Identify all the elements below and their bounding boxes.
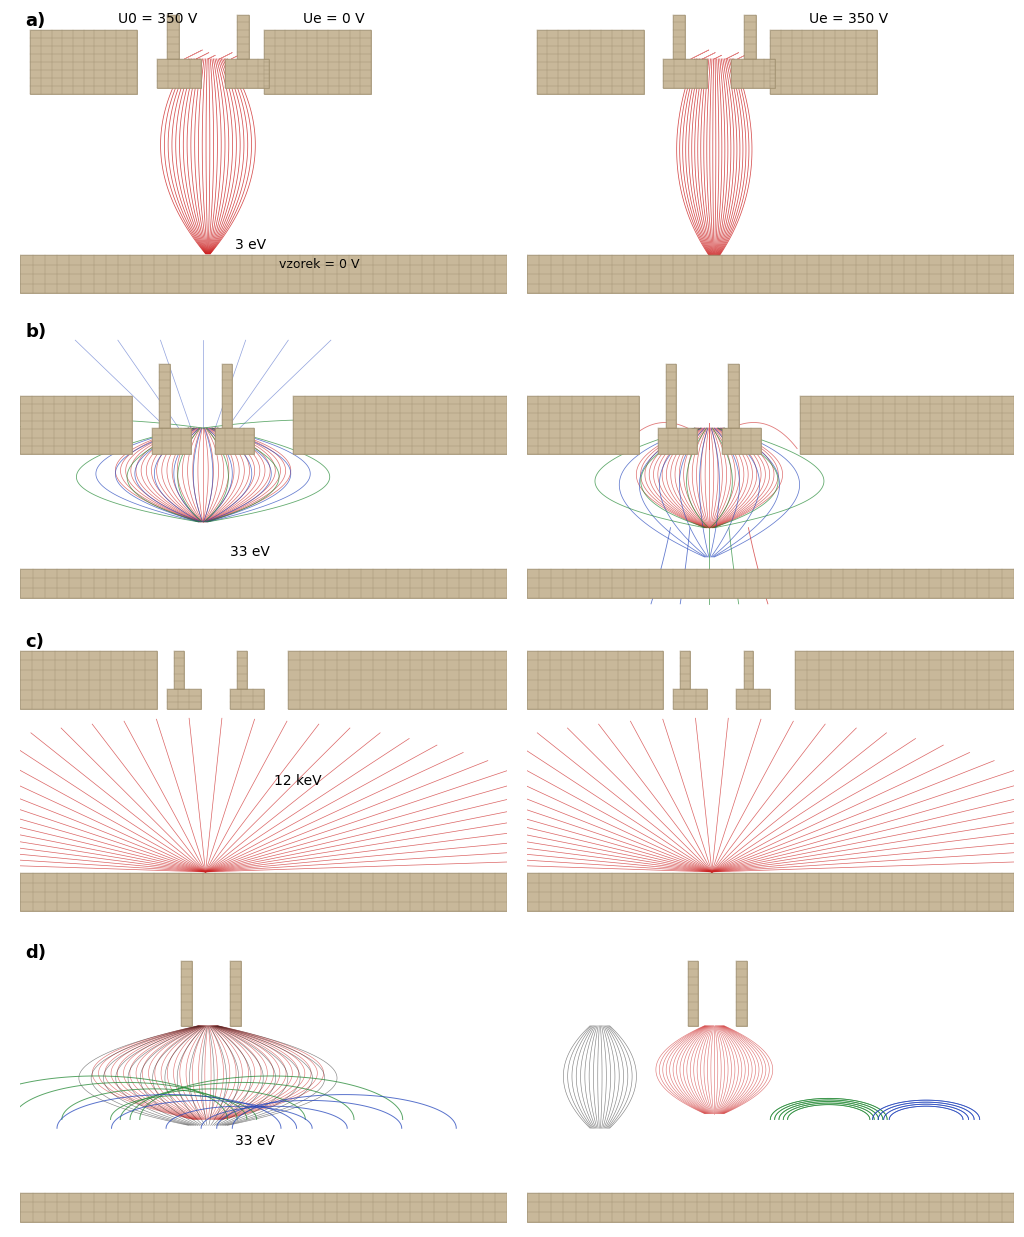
Bar — [527, 255, 1014, 293]
Bar — [527, 396, 639, 454]
Text: 33 eV: 33 eV — [229, 546, 269, 559]
Bar — [20, 396, 132, 454]
Text: vzorek = 0 V: vzorek = 0 V — [279, 259, 359, 271]
Bar — [20, 569, 507, 597]
Text: d): d) — [26, 944, 46, 961]
Bar — [673, 689, 707, 709]
Bar — [167, 15, 179, 59]
Bar — [20, 1192, 507, 1222]
Bar — [152, 428, 190, 454]
Bar — [181, 961, 191, 1025]
Bar — [537, 30, 644, 94]
Bar — [264, 30, 371, 94]
Bar — [743, 15, 756, 59]
Bar — [225, 59, 268, 88]
Bar — [728, 364, 738, 428]
Text: Ue = 0 V: Ue = 0 V — [303, 12, 365, 26]
Text: U0 = 350 V: U0 = 350 V — [118, 12, 198, 26]
Text: a): a) — [26, 12, 46, 30]
Bar — [666, 364, 676, 428]
Bar — [31, 30, 137, 94]
Bar — [167, 689, 201, 709]
Text: b): b) — [26, 323, 46, 340]
Text: 12 keV: 12 keV — [273, 774, 322, 788]
Bar — [527, 651, 664, 709]
Bar — [527, 1192, 1014, 1222]
Bar — [215, 428, 254, 454]
Bar — [221, 364, 232, 428]
Bar — [731, 59, 775, 88]
Bar — [238, 651, 247, 689]
Bar — [736, 689, 770, 709]
Bar — [20, 651, 157, 709]
Bar — [664, 59, 707, 88]
Bar — [527, 569, 1014, 597]
Bar — [229, 689, 264, 709]
Text: 3 eV: 3 eV — [234, 238, 266, 251]
Bar — [722, 428, 761, 454]
Bar — [160, 364, 170, 428]
Bar — [527, 873, 1014, 912]
Bar — [770, 30, 878, 94]
Bar — [687, 961, 698, 1025]
Text: Ue = 350 V: Ue = 350 V — [809, 12, 889, 26]
Bar — [658, 428, 697, 454]
Bar — [157, 59, 201, 88]
Bar — [800, 396, 1014, 454]
Bar — [229, 961, 241, 1025]
Bar — [673, 15, 685, 59]
Bar — [238, 15, 249, 59]
Bar — [293, 396, 507, 454]
Bar — [680, 651, 690, 689]
Text: c): c) — [26, 633, 44, 651]
Text: 33 eV: 33 eV — [234, 1134, 274, 1148]
Bar — [795, 651, 1014, 709]
Bar — [736, 961, 746, 1025]
Bar — [20, 873, 507, 912]
Bar — [174, 651, 183, 689]
Bar — [743, 651, 754, 689]
Bar — [289, 651, 507, 709]
Bar — [20, 255, 507, 293]
